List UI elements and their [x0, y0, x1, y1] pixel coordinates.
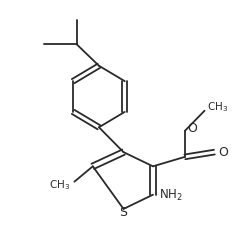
Text: O: O [187, 122, 197, 135]
Text: NH$_2$: NH$_2$ [159, 188, 183, 203]
Text: S: S [120, 206, 127, 219]
Text: CH$_3$: CH$_3$ [207, 100, 228, 114]
Text: O: O [218, 146, 228, 159]
Text: CH$_3$: CH$_3$ [49, 178, 71, 192]
